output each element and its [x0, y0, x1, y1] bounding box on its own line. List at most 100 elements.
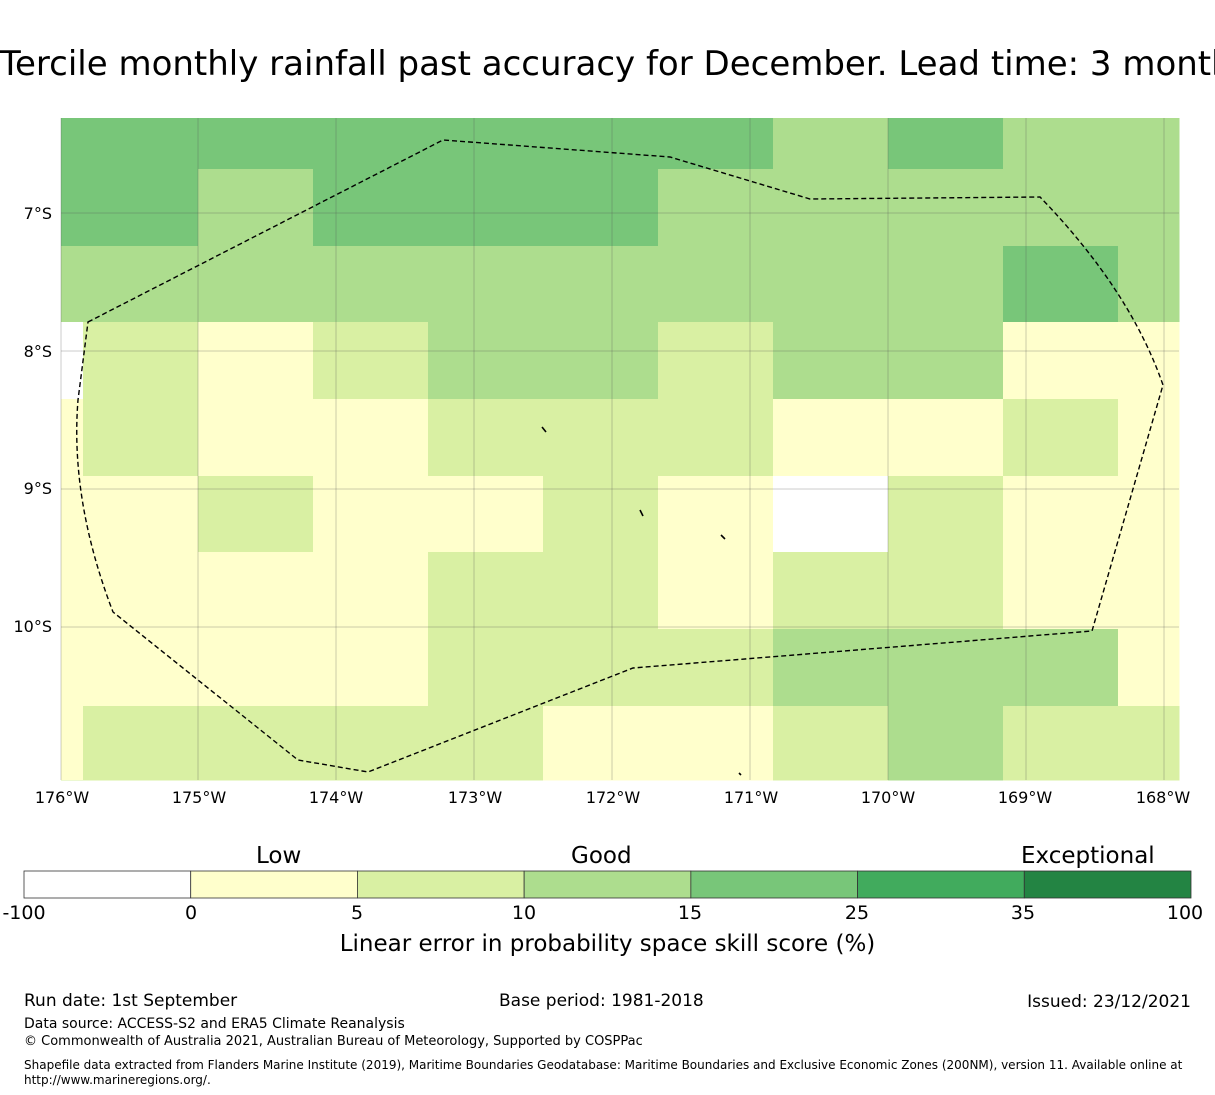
skill-cell [1118, 476, 1180, 553]
skill-cell [61, 629, 199, 707]
colorbar-segment [857, 870, 1025, 899]
skill-cell [773, 169, 889, 247]
skill-cell [313, 399, 429, 477]
colorbar-tick: -100 [2, 902, 46, 924]
lon-label: 175°W [171, 788, 227, 807]
skill-cell [198, 629, 314, 707]
skill-cell [773, 629, 889, 707]
skill-cell [1003, 706, 1119, 781]
skill-cell [1003, 246, 1119, 323]
skill-cell [888, 118, 1004, 170]
skill-cell [773, 322, 889, 400]
skill-cell [773, 476, 889, 553]
colorbar-tick: 35 [1010, 902, 1036, 924]
data-source: Data source: ACCESS-S2 and ERA5 Climate … [24, 1016, 405, 1032]
copyright: © Commonwealth of Australia 2021, Austra… [24, 1034, 643, 1049]
skill-cell [1003, 322, 1119, 400]
skill-cell [198, 706, 314, 781]
lon-label: 173°W [447, 788, 503, 807]
colorbar-tick: 5 [350, 902, 364, 924]
skill-cell [543, 246, 659, 323]
colorbar-tick: 15 [677, 902, 703, 924]
colorbar-segment [523, 870, 692, 899]
skill-cell [1118, 399, 1180, 477]
skill-cell [61, 399, 83, 476]
lon-label: 172°W [585, 788, 641, 807]
skill-cell [773, 552, 889, 630]
skill-cell [313, 706, 429, 781]
colorbar-segment [1023, 870, 1192, 899]
skill-cell [1118, 246, 1180, 323]
atoll-shape [738, 772, 742, 776]
skill-cell [888, 706, 1004, 781]
skill-cell [198, 118, 314, 170]
skill-cell [543, 118, 659, 170]
lat-label: 8°S [23, 342, 52, 361]
eez-boundary [76, 139, 1164, 773]
colorbar-category-low: Low [256, 843, 302, 869]
skill-cell [313, 629, 429, 707]
skill-cell [1003, 476, 1119, 553]
lon-label: 168°W [1135, 788, 1191, 807]
map-gridlines [60, 118, 1179, 780]
skill-cell [61, 476, 199, 553]
skill-cell [658, 322, 774, 400]
skill-cell [313, 118, 429, 170]
colorbar-tick: 25 [844, 902, 870, 924]
skill-cell [658, 169, 774, 247]
lat-label: 7°S [23, 204, 52, 223]
skill-cell [1003, 169, 1119, 247]
skill-cell [61, 169, 199, 247]
skill-cell [198, 476, 314, 553]
skill-cell [1118, 169, 1180, 247]
skill-cell [198, 399, 314, 477]
skill-cell [888, 476, 1004, 553]
lon-label: 176°W [34, 788, 90, 807]
skill-cell [888, 629, 1004, 707]
skill-cell [658, 118, 774, 170]
skill-cell [543, 322, 659, 400]
skill-cell [888, 399, 1004, 477]
skill-cell [198, 169, 314, 247]
colorbar-category-exceptional: Exceptional [1021, 843, 1155, 869]
skill-cell [428, 322, 544, 400]
skill-cell [313, 322, 429, 400]
skill-cell [1003, 629, 1119, 707]
skill-cell [1003, 118, 1119, 170]
skill-cell [888, 552, 1004, 630]
skill-cell [658, 476, 774, 553]
skill-cell [1003, 552, 1119, 630]
skill-cell [773, 246, 889, 323]
skill-cell [1003, 399, 1119, 477]
base-period: Base period: 1981-2018 [499, 991, 704, 1011]
atoll-shape [639, 509, 644, 517]
skill-cell [61, 322, 199, 400]
run-date: Run date: 1st September [24, 991, 238, 1011]
colorbar-segment [357, 870, 525, 899]
colorbar-tick: 0 [184, 902, 198, 924]
skill-cell [61, 118, 199, 170]
colorbar-segment [23, 870, 192, 899]
skill-cell [198, 552, 314, 630]
atoll-shape [541, 426, 547, 433]
colorbar-segment [190, 870, 358, 899]
skill-cell [313, 169, 429, 247]
skill-cell [543, 476, 659, 553]
skill-cell [888, 246, 1004, 323]
colorbar-tick: 100 [1166, 902, 1204, 924]
skill-cell [1118, 706, 1180, 781]
skill-cell [428, 629, 544, 707]
lat-label: 10°S [13, 617, 52, 636]
skill-cell [61, 322, 83, 400]
skill-cell [543, 169, 659, 247]
skill-cell [543, 552, 659, 630]
skill-cell [658, 706, 774, 781]
skill-cell [1118, 322, 1180, 400]
skill-cell [658, 399, 774, 477]
colorbar-tick: 10 [511, 902, 537, 924]
skill-cell [198, 322, 314, 400]
skill-cell [198, 246, 314, 323]
colorbar-label: Linear error in probability space skill … [339, 931, 876, 957]
shapefile-credit: Shapefile data extracted from Flanders M… [24, 1058, 1183, 1087]
